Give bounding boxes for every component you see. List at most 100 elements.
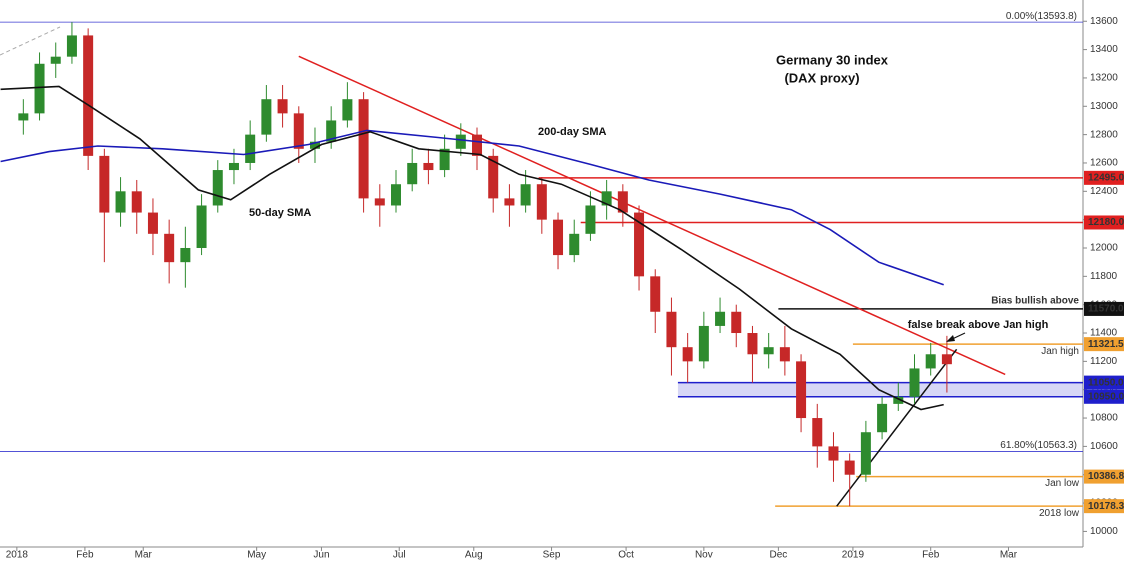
level-label: 11050.0: [1088, 377, 1124, 388]
candle-body: [66, 35, 77, 57]
candle-body: [553, 219, 564, 256]
candle-body: [925, 354, 936, 369]
candle-body: [34, 63, 45, 114]
candle-body: [164, 233, 175, 263]
candle-body: [877, 403, 888, 433]
x-tick-label: 2019: [842, 550, 865, 561]
y-tick-label: 12400: [1090, 186, 1118, 197]
candle-body: [293, 113, 304, 149]
x-tick-label: Aug: [465, 550, 483, 561]
candle-body: [390, 184, 401, 206]
candle-body: [115, 191, 126, 213]
level-label-box: [1084, 301, 1124, 316]
level-label-box: [1084, 375, 1124, 390]
level-label-box: [1084, 170, 1124, 185]
candle-body: [569, 233, 580, 256]
level-label: 12495.0: [1088, 172, 1125, 183]
candle-body: [682, 347, 693, 362]
candle-body: [488, 155, 499, 199]
y-tick-label: 11400: [1090, 328, 1118, 339]
level-label: 11321.5: [1088, 339, 1124, 350]
candle-body: [147, 212, 158, 234]
candle-body: [423, 162, 434, 171]
plot-area: [0, 0, 1083, 547]
candle-body: [812, 418, 823, 447]
candle-body: [731, 311, 742, 334]
candle-body: [763, 347, 774, 355]
candle-body: [212, 170, 223, 206]
candle-body: [99, 155, 110, 213]
level-label-box: [1084, 499, 1124, 514]
level-label: 11570.0: [1088, 304, 1124, 315]
candle-body: [326, 120, 337, 142]
level-note: 2018 low: [1039, 508, 1080, 519]
candle-body: [277, 99, 288, 114]
y-tick-label: 12800: [1090, 129, 1118, 140]
x-tick-label: Feb: [922, 550, 940, 561]
level-note: Bias bullish above: [991, 296, 1079, 307]
y-tick-label: 13400: [1090, 44, 1118, 55]
level-note: Jan high: [1041, 346, 1079, 357]
level-label-box: [1084, 389, 1124, 404]
sma-line: [0, 85, 944, 411]
level-label: 12180.0: [1088, 217, 1125, 228]
level-label: 10178.3: [1088, 501, 1125, 512]
sma-label: 200-day SMA: [538, 126, 607, 138]
candle-body: [893, 396, 904, 404]
candle-body: [650, 276, 661, 312]
sma-label: 50-day SMA: [249, 207, 311, 219]
y-tick-label: 12000: [1090, 243, 1118, 254]
candle-body: [617, 191, 628, 213]
candle-body: [536, 184, 547, 220]
candle-body: [358, 99, 369, 199]
candle-body: [342, 99, 353, 121]
candle-body: [439, 148, 450, 171]
candle-body: [941, 354, 952, 365]
x-tick-label: Sep: [543, 550, 561, 561]
x-tick-label: 2018: [6, 550, 29, 561]
x-tick-label: Dec: [769, 550, 787, 561]
x-tick-label: Nov: [695, 550, 713, 561]
sma-line: [0, 129, 944, 286]
candle-body: [18, 113, 29, 121]
trendline: [298, 55, 1006, 376]
y-tick-label: 10000: [1090, 526, 1118, 537]
x-tick-label: Mar: [135, 550, 153, 561]
y-tick-label: 10600: [1090, 441, 1118, 452]
level-label-box: [1084, 337, 1124, 352]
candle-body: [374, 198, 385, 206]
level-note: Jan low: [1045, 478, 1080, 489]
x-tick-label: May: [247, 550, 266, 561]
y-tick-label: 12600: [1090, 158, 1118, 169]
level-label-box: [1084, 469, 1124, 484]
x-tick-label: Jun: [313, 550, 329, 561]
level-label: 10386.8: [1088, 471, 1125, 482]
fib-label: 0.00%(13593.8): [1006, 11, 1077, 22]
annotation-arrowhead: [946, 335, 955, 342]
y-tick-label: 13200: [1090, 73, 1118, 84]
candle-body: [50, 56, 61, 64]
candle-body: [228, 162, 239, 171]
candle-body: [309, 141, 320, 149]
candle-body: [520, 184, 531, 206]
candle-body: [698, 325, 709, 362]
trendline: [836, 348, 958, 507]
chart-subtitle: (DAX proxy): [784, 70, 859, 85]
fib-label: 61.80%(10563.3): [1000, 440, 1077, 451]
candle-body: [472, 134, 483, 156]
candle-body: [666, 311, 677, 348]
candle-body: [715, 311, 726, 326]
candle-body: [407, 162, 418, 185]
level-label-box: [1084, 215, 1124, 230]
candle-body: [504, 198, 515, 206]
candle-body: [455, 134, 466, 149]
candle-body: [180, 247, 191, 263]
chart-title: Germany 30 index: [776, 52, 889, 67]
x-tick-label: Jul: [393, 550, 406, 561]
candle-body: [779, 347, 790, 362]
candle-body: [796, 361, 807, 419]
candle-body: [196, 205, 207, 248]
candle-body: [83, 35, 94, 156]
x-tick-label: Feb: [76, 550, 94, 561]
